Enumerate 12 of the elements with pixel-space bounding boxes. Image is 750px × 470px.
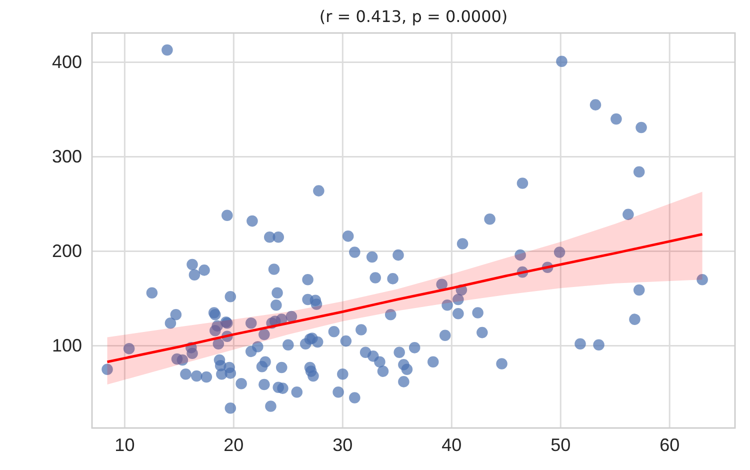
x-tick-label: 30	[332, 434, 353, 455]
x-tick-label: 20	[224, 434, 244, 455]
y-tick-label: 400	[52, 52, 82, 72]
y-tick-label: 100	[52, 336, 82, 356]
y-tick-label: 200	[52, 241, 82, 262]
x-tick-label: 40	[442, 434, 462, 455]
line-series	[106, 233, 704, 364]
y-tick-label: 300	[52, 146, 82, 167]
x-tick-label: 50	[550, 434, 571, 455]
x-tick-label: 60	[660, 434, 680, 455]
chart-title: (r = 0.413, p = 0.0000)	[319, 7, 508, 26]
x-tick-label: 10	[114, 434, 135, 455]
